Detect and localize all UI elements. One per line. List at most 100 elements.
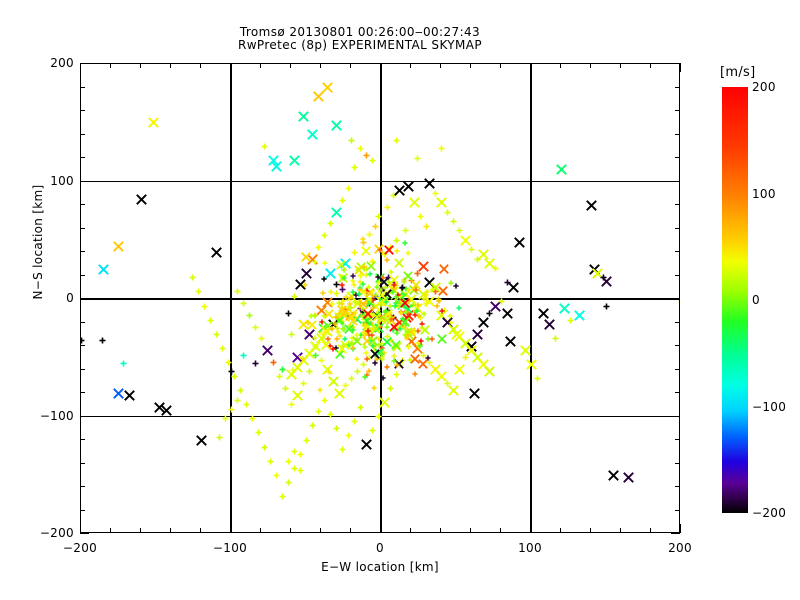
y-tick-right	[671, 298, 680, 299]
data-point-plus	[406, 287, 412, 293]
data-point-cross	[267, 154, 279, 166]
data-point-plus	[356, 299, 362, 305]
data-point-cross	[303, 347, 315, 359]
data-point-cross	[261, 345, 273, 357]
y-tick	[80, 392, 85, 393]
data-point-plus	[369, 427, 376, 434]
data-point-cross	[507, 281, 519, 293]
data-point-cross	[394, 258, 404, 269]
x-tick-top	[650, 63, 651, 68]
data-point-plus	[333, 281, 340, 288]
data-point-plus	[412, 307, 419, 314]
data-point-cross	[465, 345, 477, 357]
x-tick-top	[590, 63, 591, 68]
data-point-cross	[403, 330, 414, 340]
data-point-plus	[360, 309, 366, 316]
data-point-cross	[369, 349, 380, 359]
data-point-plus	[350, 346, 356, 352]
y-tick-right	[675, 509, 680, 511]
data-point-plus	[411, 329, 417, 335]
data-point-cross	[327, 319, 339, 331]
data-point-plus	[349, 325, 355, 331]
data-point-cross	[450, 328, 462, 340]
data-point-cross	[323, 321, 334, 332]
data-point-plus	[567, 317, 574, 324]
data-point-cross	[403, 271, 413, 281]
data-point-plus	[384, 364, 390, 371]
data-point-cross	[306, 253, 318, 265]
y-tick-label: 200	[50, 56, 74, 70]
data-point-plus	[276, 373, 283, 380]
x-tick-top	[170, 63, 171, 68]
data-point-plus	[291, 448, 298, 455]
y-tick-label: 100	[50, 173, 74, 188]
data-point-plus	[356, 291, 362, 297]
data-point-plus	[391, 344, 397, 350]
data-point-cross	[358, 299, 369, 310]
data-point-cross	[471, 328, 483, 340]
data-point-plus	[315, 408, 322, 415]
colorbar-tick-label: 0	[752, 293, 760, 307]
data-point-cross	[402, 310, 414, 321]
data-point-cross	[323, 309, 334, 319]
data-point-plus	[341, 266, 347, 273]
data-point-plus	[439, 308, 445, 314]
data-point-cross	[388, 322, 399, 333]
data-point-plus	[328, 289, 334, 295]
data-point-plus	[450, 218, 457, 225]
data-point-plus	[453, 283, 459, 289]
data-point-plus	[237, 387, 244, 394]
data-point-plus	[189, 274, 196, 281]
data-point-cross	[362, 315, 372, 326]
data-point-plus	[332, 321, 338, 327]
y-tick-right	[675, 204, 680, 205]
data-point-cross	[386, 314, 396, 325]
gridline-horizontal	[81, 415, 679, 418]
data-point-plus	[381, 309, 388, 315]
data-point-plus	[364, 329, 371, 335]
data-point-plus	[219, 345, 226, 352]
data-point-plus	[397, 362, 403, 369]
data-point-cross	[397, 300, 408, 310]
data-point-plus	[357, 145, 364, 152]
data-point-cross	[382, 337, 392, 347]
y-tick-right	[671, 533, 680, 534]
data-point-plus	[401, 277, 407, 283]
data-point-cross	[406, 326, 417, 337]
data-point-plus	[336, 300, 342, 306]
data-point-cross	[438, 285, 448, 296]
data-point-cross	[337, 309, 348, 320]
data-point-cross	[135, 193, 147, 205]
data-point-cross	[285, 368, 297, 380]
data-point-plus	[368, 332, 375, 338]
x-tick-label: 0	[376, 541, 384, 555]
data-point-plus	[340, 326, 346, 332]
data-point-plus	[306, 368, 313, 375]
data-point-plus	[391, 279, 398, 286]
data-point-cross	[393, 185, 405, 197]
data-point-cross	[321, 82, 333, 93]
data-point-plus	[391, 353, 398, 359]
data-point-cross	[306, 320, 317, 331]
data-point-plus	[382, 284, 389, 291]
x-tick-top	[380, 63, 381, 72]
gridline-vertical	[230, 64, 232, 532]
data-point-cross	[400, 317, 410, 327]
data-point-plus	[351, 249, 358, 256]
data-point-plus	[388, 269, 394, 275]
data-point-plus	[369, 157, 376, 164]
data-point-plus	[320, 313, 327, 319]
data-point-cross	[318, 323, 328, 334]
data-point-plus	[297, 467, 304, 474]
x-tick	[680, 524, 681, 533]
data-point-plus	[353, 292, 359, 298]
data-point-plus	[120, 360, 127, 367]
data-point-plus	[368, 311, 374, 317]
data-point-plus	[364, 372, 370, 378]
data-point-plus	[201, 303, 208, 310]
data-point-plus	[362, 332, 368, 338]
data-point-plus	[258, 335, 265, 342]
data-point-cross	[468, 387, 480, 399]
data-point-cross	[504, 335, 516, 347]
data-point-plus	[434, 302, 440, 309]
